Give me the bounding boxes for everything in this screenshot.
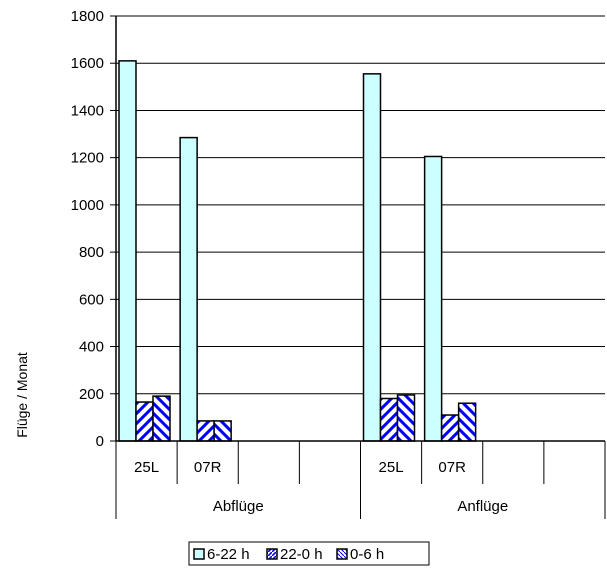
x-group-label: Abflüge: [213, 498, 264, 515]
bar-0-6h-1: [213, 420, 232, 442]
legend-label: 22-0 h: [280, 546, 323, 563]
legend-label: 0-6 h: [350, 546, 384, 563]
bar-6-22h-1: [179, 136, 198, 442]
x-category-label: 25L: [134, 459, 159, 476]
bar-0-6h-4: [396, 394, 416, 442]
y-tick-label: 600: [79, 291, 104, 308]
legend-box: [188, 541, 430, 566]
bar-6-22h-4: [362, 73, 382, 442]
legend-label: 6-22 h: [207, 546, 250, 563]
bar-22-0h-5: [440, 414, 460, 442]
legend-swatch: [266, 548, 278, 560]
y-tick-label: 1200: [71, 150, 104, 167]
bar-22-0h-0: [135, 401, 154, 442]
bar-22-0h-4: [379, 397, 399, 442]
y-tick-label: 1600: [71, 55, 104, 72]
legend: 6-22 h 22-0 h 0-6 h: [188, 541, 430, 566]
y-tick-label: 1800: [71, 8, 104, 25]
y-tick-label: 800: [79, 244, 104, 261]
x-category-labels: 25L 07R 25L 07R Abflüge Anflüge: [134, 459, 508, 515]
bars: [118, 60, 477, 442]
y-axis-title: Flüge / Monat: [14, 352, 30, 438]
x-group-label: Anflüge: [457, 498, 508, 515]
bar-6-22h-5: [423, 155, 443, 442]
bar-6-22h-0: [118, 60, 137, 442]
y-tick-label: 200: [79, 386, 104, 403]
y-tick-label: 1400: [71, 102, 104, 119]
x-category-label: 25L: [379, 459, 404, 476]
legend-swatch: [193, 548, 205, 560]
y-tick-label: 400: [79, 339, 104, 356]
y-tick-label: 1000: [71, 197, 104, 214]
legend-swatch: [336, 548, 348, 560]
axes: [110, 15, 606, 519]
y-tick-labels: 0 200 400 600 800 1000 1200 1400 1600 1800: [71, 8, 104, 450]
bar-22-0h-1: [196, 420, 215, 442]
bar-0-6h-5: [457, 402, 477, 442]
bar-0-6h-0: [152, 395, 171, 442]
x-category-label: 07R: [194, 459, 222, 476]
y-tick-label: 0: [96, 433, 104, 450]
x-category-label: 07R: [438, 459, 466, 476]
